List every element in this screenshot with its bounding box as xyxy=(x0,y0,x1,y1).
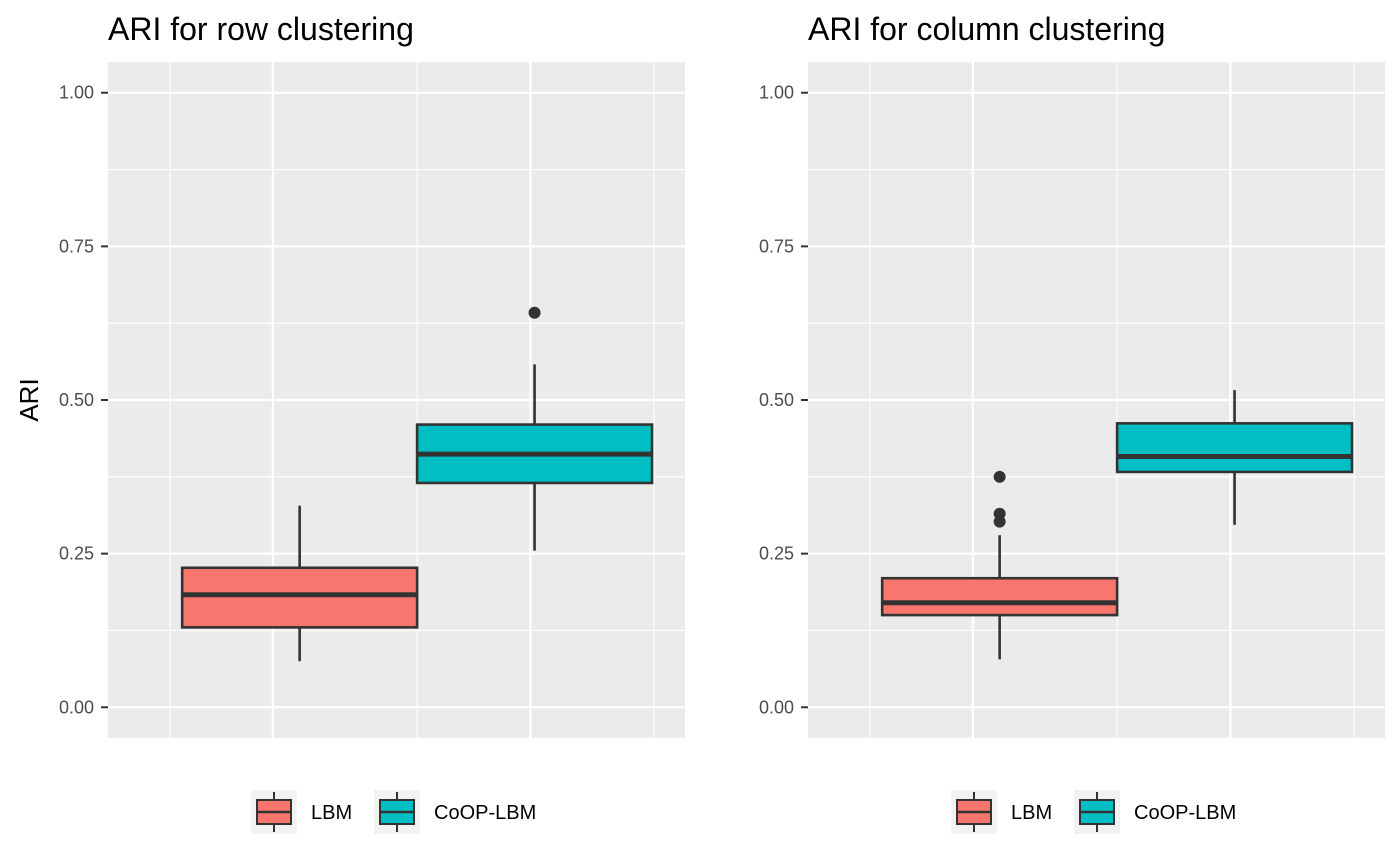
box-lbm xyxy=(880,576,1119,617)
chart-title: ARI for column clustering xyxy=(808,11,1165,47)
y-tick-label: 0.00 xyxy=(759,697,794,717)
y-tick-label: 1.00 xyxy=(759,83,794,103)
legend-label-lbm: LBM xyxy=(1011,802,1052,824)
chart-title: ARI for row clustering xyxy=(108,11,414,47)
row-clustering-panel: ARI for row clustering ARI 0.00 0.25 0.50 0… xyxy=(14,11,685,834)
y-tick-label: 0.50 xyxy=(759,390,794,410)
outlier-point xyxy=(993,507,1006,520)
legend-label-coop-lbm: CoOP-LBM xyxy=(1134,802,1236,824)
box-coop-lbm xyxy=(1115,422,1354,474)
legend: LBM CoOP-LBM xyxy=(951,790,1236,834)
box-lbm xyxy=(180,566,419,629)
y-axis-label: ARI xyxy=(14,378,44,421)
y-tick-label: 0.75 xyxy=(759,236,794,256)
column-clustering-panel: ARI for column clustering 0.00 0.25 0.50 0.… xyxy=(700,0,1400,865)
legend: LBM CoOP-LBM xyxy=(251,790,536,834)
y-tick-label: 0.25 xyxy=(59,544,94,564)
y-tick-label: 0.50 xyxy=(59,390,94,410)
y-tick-label: 0.25 xyxy=(759,544,794,564)
y-tick-label: 1.00 xyxy=(59,83,94,103)
y-tick-label: 0.75 xyxy=(59,236,94,256)
column-clustering-chart: ARI for column clustering 0.000.250.500.… xyxy=(759,11,1385,834)
plot-area: 0.00 0.25 0.50 0.75 1.00 xyxy=(59,62,685,738)
row-clustering-chart: ARI for row clustering ARI 0.000.250.500… xyxy=(14,11,685,834)
legend-label-coop-lbm: CoOP-LBM xyxy=(434,802,536,824)
outlier-point xyxy=(993,470,1006,483)
legend-label-lbm: LBM xyxy=(311,802,352,824)
plot-area: 0.00 0.25 0.50 0.75 1.00 xyxy=(759,62,1385,738)
outlier-point xyxy=(528,306,541,319)
y-tick-label: 0.00 xyxy=(59,697,94,717)
